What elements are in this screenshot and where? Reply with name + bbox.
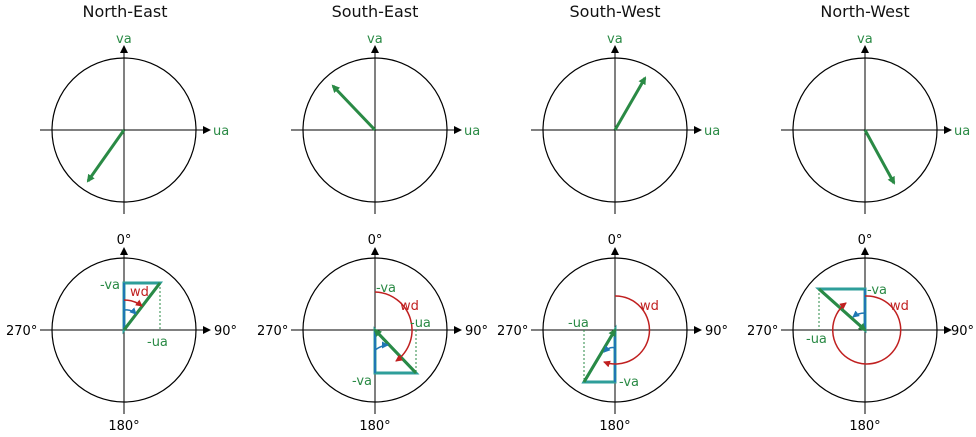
north-label: 0° [858, 233, 873, 248]
west-label: 270° [257, 324, 288, 339]
angle-arc [123, 307, 137, 315]
neg-ua-label: -ua [147, 335, 168, 350]
neg-ua-label: -ua [806, 332, 827, 347]
angle-arc [852, 310, 866, 318]
va-label: va [116, 32, 132, 47]
va-label: va [857, 32, 873, 47]
panel-title-north-east: North-East [82, 2, 168, 21]
neg-va-label: -va [100, 278, 120, 293]
south-label: 180° [108, 419, 139, 434]
angle-arc [603, 345, 616, 353]
ua-label: ua [954, 124, 970, 139]
angle-arc [374, 341, 389, 351]
north-label: 0° [368, 233, 383, 248]
south-label: 180° [849, 419, 880, 434]
east-label: 90° [951, 324, 974, 339]
neg-va-label-top: -va [376, 281, 396, 296]
va-label: va [367, 32, 383, 47]
south-label: 180° [599, 419, 630, 434]
wind-vector [863, 129, 896, 185]
wd-arc [832, 295, 902, 365]
panel-title-south-east: South-East [331, 2, 419, 21]
ua-label: ua [704, 124, 720, 139]
wind-vector [582, 328, 617, 383]
wd-label: wd [640, 299, 659, 314]
wind-vector [331, 84, 377, 132]
ua-label: ua [213, 124, 229, 139]
va-label: va [607, 32, 623, 47]
west-label: 270° [497, 324, 528, 339]
panel-north-east: ua va 0° 90° 180° 270° wd -va -ua [6, 32, 237, 434]
ua-label: ua [464, 124, 480, 139]
neg-va-label: -va [352, 374, 372, 389]
wind-vector [86, 129, 126, 183]
neg-ua-label: -ua [410, 316, 431, 331]
wd-label: wd [890, 299, 909, 314]
wd-arc [123, 299, 143, 307]
wind-vector [373, 328, 418, 375]
wd-label: wd [130, 285, 149, 300]
neg-va-label: -va [619, 375, 639, 390]
wd-label: wd [400, 299, 419, 314]
panel-title-south-west: South-West [569, 2, 661, 21]
west-label: 270° [747, 324, 778, 339]
neg-ua-label: -ua [568, 316, 589, 331]
panel-north-west: ua va 0° 90° 180° 270° wd -va -ua [747, 32, 974, 434]
north-label: 0° [117, 233, 132, 248]
wd-arc [374, 291, 413, 362]
panel-south-east: ua va 0° 90° 180° 270° wd -va -va -ua [257, 32, 488, 434]
neg-va-label: -va [867, 283, 887, 298]
wd-arc [603, 295, 651, 368]
wind-vector [818, 287, 867, 332]
panel-title-north-west: North-West [820, 2, 910, 21]
north-label: 0° [608, 233, 623, 248]
wind-vector [613, 76, 647, 131]
east-label: 90° [214, 324, 237, 339]
east-label: 90° [705, 324, 728, 339]
panel-south-west: ua va 0° 90° 180° 270° wd -va -ua [497, 32, 728, 434]
south-label: 180° [359, 419, 390, 434]
east-label: 90° [465, 324, 488, 339]
west-label: 270° [6, 324, 37, 339]
